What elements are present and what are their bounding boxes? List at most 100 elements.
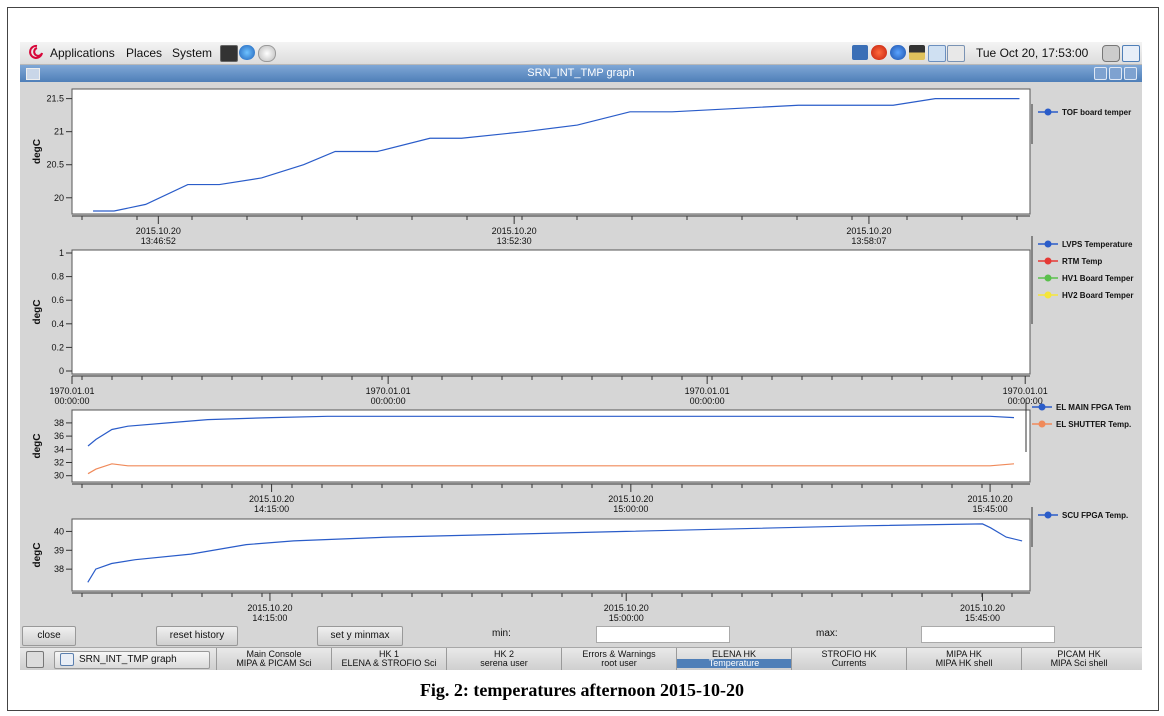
update-alert-icon[interactable]: [871, 45, 887, 60]
x-tick-date: 1970.01.01: [1003, 386, 1048, 396]
window-menu-icon[interactable]: [26, 68, 40, 80]
x-tick-time: 13:46:52: [141, 236, 176, 246]
legend-marker: [1044, 257, 1052, 265]
y-tick-label: 0.8: [51, 272, 64, 282]
y-tick-label: 20.5: [46, 160, 64, 170]
workspace-subtitle: MIPA Sci shell: [1050, 658, 1108, 668]
workspace-name: PICAM HK: [1057, 649, 1101, 659]
series-line: [87, 523, 1023, 583]
legend-marker: [1044, 291, 1052, 299]
x-tick-time: 14:15:00: [252, 613, 287, 623]
workspace-show-desktop-icon[interactable]: [26, 651, 44, 668]
workspace-1[interactable]: Main Console MIPA & PICAM Sci: [216, 648, 331, 670]
workspace-7[interactable]: MIPA HK MIPA HK shell: [906, 648, 1021, 670]
x-tick-time: 14:15:00: [254, 504, 289, 514]
workspace-name: MIPA HK: [946, 649, 982, 659]
legend-label: LVPS Temperature: [1062, 240, 1133, 249]
x-tick-date: 2015.10.20: [960, 603, 1005, 613]
legend-label: SCU FPGA Temp.: [1062, 511, 1128, 520]
volume-icon[interactable]: [1102, 45, 1120, 62]
x-tick-time: 13:52:30: [497, 236, 532, 246]
workspace-subtitle: serena user: [480, 658, 528, 668]
workspace-subtitle: Temperature: [677, 659, 791, 668]
legend-label: HV2 Board Temper: [1062, 291, 1133, 300]
system-menu[interactable]: System: [172, 46, 213, 60]
accessibility-icon[interactable]: [890, 45, 906, 60]
workspace-name: HK 2: [493, 649, 514, 659]
task-button[interactable]: SRN_INT_TMP graph: [54, 651, 210, 669]
show-desktop-icon[interactable]: [1122, 45, 1140, 62]
task-button-label: SRN_INT_TMP graph: [79, 654, 177, 665]
y-tick-label: 0.4: [51, 319, 64, 329]
network-icon[interactable]: [947, 45, 965, 62]
workspace-name: HK 1: [378, 649, 399, 659]
wanda-icon[interactable]: [258, 45, 276, 62]
x-tick-time: 00:00:00: [54, 396, 89, 406]
figure-caption: Fig. 2: temperatures afternoon 2015-10-2…: [419, 680, 745, 700]
browser-icon[interactable]: [239, 45, 255, 60]
close-button[interactable]: close: [22, 626, 76, 646]
x-tick-date: 2015.10.20: [968, 494, 1013, 504]
legend-marker: [1044, 108, 1052, 116]
workspace-subtitle: Currents: [831, 658, 867, 668]
x-tick-date: 2015.10.20: [247, 603, 292, 613]
workspace-2[interactable]: HK 1 ELENA & STROFIO Sci: [331, 648, 446, 670]
reset-history-button[interactable]: reset history: [156, 626, 238, 646]
max-input[interactable]: [921, 626, 1055, 643]
desktop-screen: Applications Places System Tue Oct 20, 1…: [20, 42, 1142, 670]
y-tick-label: 21.5: [46, 94, 64, 104]
figure-frame: [7, 7, 1159, 711]
bottom-taskbar: SRN_INT_TMP graph Main Console MIPA & PIC…: [20, 647, 1142, 670]
x-tick-time: 15:00:00: [613, 504, 648, 514]
applications-menu[interactable]: Applications: [50, 46, 115, 60]
y-tick-label: 36: [54, 431, 64, 441]
max-label: max:: [816, 628, 838, 639]
workspace-5[interactable]: ELENA HK Temperature: [676, 648, 791, 670]
workspace-name: ELENA HK: [711, 649, 757, 659]
notes-icon[interactable]: [909, 45, 925, 60]
x-tick-date: 2015.10.20: [136, 226, 181, 236]
search-icon[interactable]: [928, 45, 946, 62]
plot-area: [71, 409, 1031, 483]
y-tick-label: 0.6: [51, 295, 64, 305]
workspace-8[interactable]: PICAM HK MIPA Sci shell: [1021, 648, 1136, 670]
legend-label: EL SHUTTER Temp.: [1056, 420, 1131, 429]
y-axis-label: degC: [32, 434, 43, 459]
debian-logo-icon[interactable]: [28, 44, 44, 60]
plot-area: [71, 88, 1031, 215]
min-input[interactable]: [596, 626, 730, 643]
workspace-name: STROFIO HK: [821, 649, 877, 659]
workspace-6[interactable]: STROFIO HK Currents: [791, 648, 906, 670]
x-tick-time: 00:00:00: [1008, 396, 1043, 406]
y-tick-label: 0.2: [51, 342, 64, 352]
series-line: [87, 415, 1015, 447]
x-tick-date: 2015.10.20: [492, 226, 537, 236]
monitor-icon[interactable]: [852, 45, 868, 60]
y-tick-label: 30: [54, 471, 64, 481]
clock[interactable]: Tue Oct 20, 17:53:00: [976, 46, 1089, 60]
legend-label: EL MAIN FPGA Tem: [1056, 403, 1131, 412]
x-tick-date: 2015.10.20: [604, 603, 649, 613]
window-titlebar[interactable]: SRN_INT_TMP graph: [20, 65, 1142, 82]
workspace-name: Errors & Warnings: [582, 649, 656, 659]
terminal-icon[interactable]: [220, 45, 238, 62]
x-tick-date: 1970.01.01: [685, 386, 730, 396]
close-window-icon[interactable]: [1124, 67, 1137, 80]
workspace-4[interactable]: Errors & Warnings root user: [561, 648, 676, 670]
legend-marker: [1044, 274, 1052, 282]
window-title: SRN_INT_TMP graph: [527, 67, 635, 79]
legend-marker: [1044, 240, 1052, 248]
workspace-subtitle: MIPA & PICAM Sci: [236, 658, 312, 668]
minimize-icon[interactable]: [1094, 67, 1107, 80]
x-tick-time: 00:00:00: [371, 396, 406, 406]
workspace-subtitle: ELENA & STROFIO Sci: [341, 658, 437, 668]
y-tick-label: 39: [54, 545, 64, 555]
y-tick-label: 38: [54, 564, 64, 574]
x-tick-date: 1970.01.01: [366, 386, 411, 396]
maximize-icon[interactable]: [1109, 67, 1122, 80]
legend-label: HV1 Board Temper: [1062, 274, 1133, 283]
workspace-3[interactable]: HK 2 serena user: [446, 648, 561, 670]
set-y-minmax-button[interactable]: set y minmax: [317, 626, 403, 646]
places-menu[interactable]: Places: [126, 46, 163, 60]
window-icon: [60, 653, 74, 666]
